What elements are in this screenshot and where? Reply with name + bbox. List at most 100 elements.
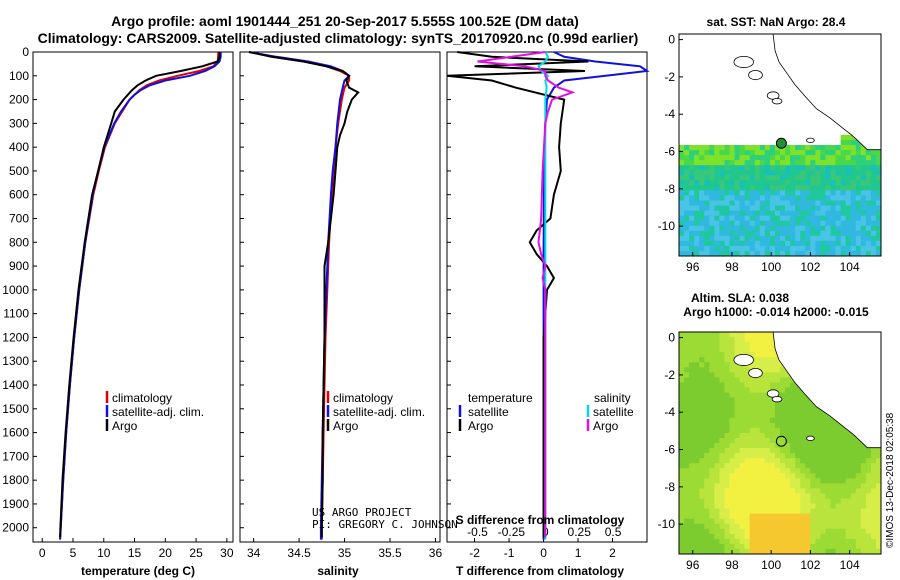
map-cell [810,458,816,464]
map-cell [739,543,746,550]
map-cell [790,493,796,499]
map-cell [825,170,831,176]
map-cell [724,503,730,509]
map-cell [704,150,710,156]
map-cell [739,387,746,393]
map-cell [694,225,700,232]
map-y-tick-label: -10 [658,517,676,531]
map-cell [714,453,720,459]
map-cell [754,468,761,474]
x-tick-label: 35 [338,546,352,560]
map-cell [764,205,771,211]
map-cell [825,240,831,247]
map-cell [769,165,776,171]
map-cell [780,225,786,232]
map-cell [785,518,791,525]
map-cell [850,150,857,156]
map-cell [689,493,695,499]
map-cell [840,498,847,504]
map-cell [759,337,766,343]
map-cell [719,508,725,515]
map-cell [719,498,725,504]
map-cell [729,230,735,237]
map-cell [719,523,725,530]
map-cell [790,230,796,237]
map-cell [744,185,751,191]
map-cell [704,538,710,545]
map-cell [699,543,705,550]
map-cell [709,437,715,444]
map-cell [870,155,877,161]
map-cell [774,180,781,186]
map-cell [689,210,695,217]
map-cell [780,235,786,242]
map-cell [860,453,867,459]
map-cell [795,190,801,196]
map-cell [795,432,801,439]
map-cell [800,210,806,217]
map-cell [840,518,847,525]
map-x-tick-label: 100 [761,558,781,572]
map-cell [785,448,791,454]
map-cell [769,473,776,479]
map-cell [785,538,791,545]
map-cell [780,412,786,419]
map-cell [840,190,847,196]
map-cell [719,538,725,545]
map-cell [759,483,766,489]
map-cell [699,195,705,201]
map-cell [764,352,771,358]
map-cell [729,407,735,414]
map-y-tick-label: -4 [664,107,675,121]
map-cell [699,180,705,186]
map-cell [739,478,746,484]
map-cell [820,473,826,479]
map-cell [764,175,771,181]
map-cell [850,463,857,469]
map-cell [704,478,710,484]
map-cell [845,548,852,554]
map-cell [800,543,806,550]
map-cell [860,245,867,252]
map-cell [820,165,826,171]
map-cell [749,175,756,181]
map-cell [749,493,756,499]
map-cell [830,458,836,464]
map-cell [704,417,710,424]
depth-tick-label: 1400 [2,378,29,392]
map-cell [734,342,740,348]
map-cell [704,548,710,554]
map-cell [699,478,705,484]
map-cell [780,473,786,479]
map-cell [774,190,781,196]
map-cell [875,468,881,474]
series-line-climatology [248,51,351,540]
map-cell [774,210,781,217]
map-cell [860,543,867,550]
map-cell [800,145,806,151]
map-cell [714,145,720,151]
map-cell [855,437,862,444]
map-cell [764,160,771,166]
map-cell [759,250,766,256]
map-cell [709,407,715,414]
map-cell [749,185,756,191]
map-cell [734,200,740,206]
map-cell [840,139,847,146]
map-cell [754,220,761,227]
map-cell [754,548,761,554]
map-cell [689,145,695,151]
map-cell [724,432,730,439]
map-cell [810,528,816,535]
map-cell [815,548,821,554]
map-cell [780,437,786,444]
map-cell [835,165,841,171]
map-cell [684,402,690,409]
map-cell [734,245,740,252]
map-cell [769,220,776,227]
map-cell [699,347,705,353]
map-cell [769,478,776,484]
map-cell [689,352,695,358]
map-cell [754,347,761,353]
map-cell [815,417,821,424]
